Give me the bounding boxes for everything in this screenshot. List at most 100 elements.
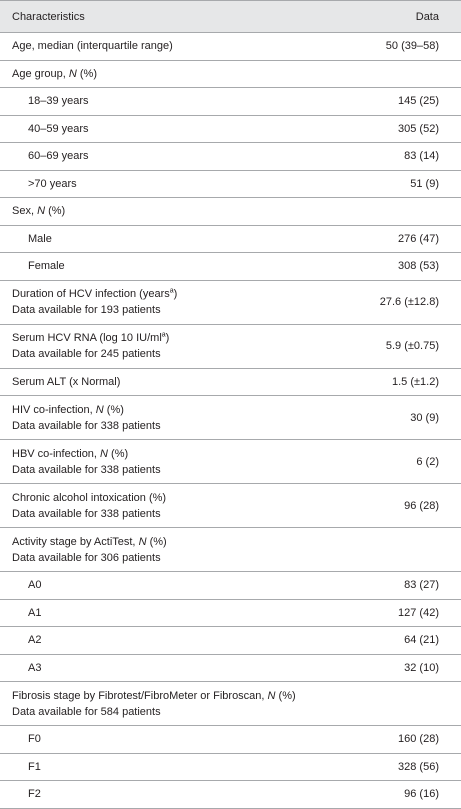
label-cell: A3 — [0, 654, 327, 682]
label-italic: N — [138, 535, 147, 548]
value-cell: 145 (25) — [327, 87, 461, 116]
label-line: HIV co-infection, N (%) — [12, 402, 317, 418]
value-text: 96 (16) — [404, 788, 439, 801]
value-cell — [327, 527, 461, 572]
label-cell: F0 — [0, 725, 327, 754]
label-text: Male — [28, 232, 52, 245]
label-note: Data available for 193 patients — [12, 304, 161, 316]
table-row: Activity stage by ActiTest, N (%) Data av… — [0, 527, 461, 572]
value-cell: 27.6 (±12.8) — [327, 280, 461, 325]
label-text: F0 — [28, 733, 41, 746]
table-row: HBV co-infection, N (%) Data available fo… — [0, 439, 461, 484]
value-cell: 276 (47) — [327, 225, 461, 253]
label-line: Serum ALT (x Normal) — [12, 374, 317, 390]
value-text: 276 (47) — [398, 232, 439, 245]
label-line: F2 — [28, 786, 317, 802]
value-cell: 127 (42) — [327, 599, 461, 627]
value-text: 83 (14) — [404, 150, 439, 163]
value-text: 50 (39–58) — [385, 40, 439, 53]
label-cell: Chronic alcohol intoxication (%) Data ava… — [0, 483, 327, 528]
label-cell: Age group, N (%) — [0, 60, 327, 88]
label-cell: Duration of HCV infection (yearsa) Data a… — [0, 280, 327, 325]
label-note: Data available for 245 patients — [12, 348, 161, 360]
value-text: 96 (28) — [404, 499, 439, 512]
table-row: Male 276 (47) — [0, 225, 461, 253]
table-row: Duration of HCV infection (yearsa) Data a… — [0, 280, 461, 325]
footnote-mark: a — [161, 331, 166, 339]
label-cell: Serum ALT (x Normal) — [0, 368, 327, 396]
label-text: (%) — [45, 205, 66, 218]
table-row: 60–69 years 83 (14) — [0, 142, 461, 171]
value-cell: 5.9 (±0.75) — [327, 324, 461, 369]
value-cell: 328 (56) — [327, 753, 461, 781]
label-cell: Activity stage by ActiTest, N (%) Data av… — [0, 527, 327, 572]
value-text: 32 (10) — [404, 661, 439, 674]
label-line: F0 — [28, 731, 317, 747]
table-row: A3 32 (10) — [0, 654, 461, 682]
label-text: ) — [165, 332, 170, 344]
label-text: Age group, — [12, 67, 69, 80]
table-row: A2 64 (21) — [0, 626, 461, 655]
label-text: HIV co-infection, — [12, 403, 96, 416]
label-italic: N — [37, 205, 46, 218]
label-cell: A2 — [0, 626, 327, 655]
label-line: Serum HCV RNA (log 10 IU/mla) — [12, 330, 317, 346]
label-text: Sex, — [12, 205, 38, 218]
label-line: >70 years — [28, 176, 317, 192]
label-text: A2 — [28, 634, 42, 647]
value-cell: 32 (10) — [327, 654, 461, 682]
value-cell: 96 (28) — [327, 483, 461, 528]
label-cell: F1 — [0, 753, 327, 781]
label-cell: A1 — [0, 599, 327, 627]
label-text: Serum ALT (x Normal) — [12, 375, 121, 388]
table-row: >70 years 51 (9) — [0, 170, 461, 198]
table-row: 40–59 years 305 (52) — [0, 115, 461, 143]
label-text: ) — [173, 288, 178, 300]
label-cell: 18–39 years — [0, 87, 327, 116]
label-text: Female — [28, 260, 65, 273]
label-line: A2 — [28, 632, 317, 648]
label-text: 18–39 years — [28, 95, 89, 108]
label-note: Data available for 338 patients — [12, 419, 161, 432]
table-row: Chronic alcohol intoxication (%) Data ava… — [0, 483, 461, 528]
value-text: 1.5 (±1.2) — [391, 375, 439, 388]
value-cell: 64 (21) — [327, 626, 461, 655]
label-cell: 60–69 years — [0, 142, 327, 171]
label-text: F1 — [28, 760, 41, 773]
value-text: 328 (56) — [398, 760, 439, 773]
table-row: A1 127 (42) — [0, 599, 461, 627]
value-cell: 6 (2) — [327, 439, 461, 484]
label-cell: Serum HCV RNA (log 10 IU/mla) Data availa… — [0, 324, 327, 369]
label-text: 40–59 years — [28, 122, 89, 135]
label-cell: HBV co-infection, N (%) Data available fo… — [0, 439, 327, 484]
value-cell: 50 (39–58) — [327, 32, 461, 61]
label-cell: A0 — [0, 571, 327, 600]
label-line: Activity stage by ActiTest, N (%) — [12, 534, 317, 550]
label-text: F2 — [28, 788, 41, 801]
value-cell: 83 (14) — [327, 142, 461, 171]
table-row: Sex, N (%) — [0, 197, 461, 226]
label-text: Chronic alcohol intoxication (%) — [12, 491, 167, 504]
label-cell: 40–59 years — [0, 115, 327, 143]
value-cell: 305 (52) — [327, 115, 461, 143]
value-cell: 30 (9) — [327, 395, 461, 440]
label-cell: Age, median (interquartile range) — [0, 32, 327, 61]
label-note: Data available for 338 patients — [12, 507, 161, 520]
label-note: Data available for 584 patients — [12, 705, 161, 718]
value-text: 308 (53) — [398, 260, 439, 273]
value-text: 51 (9) — [410, 177, 439, 190]
label-cell: Female — [0, 252, 327, 281]
table-row: F1 328 (56) — [0, 753, 461, 781]
label-text: A1 — [28, 606, 42, 619]
label-text: A0 — [28, 579, 42, 592]
label-note: Data available for 338 patients — [12, 463, 161, 476]
value-cell: 160 (28) — [327, 725, 461, 754]
header-cell: Characteristics — [0, 0, 327, 33]
label-text: Activity stage by ActiTest, — [12, 535, 139, 548]
value-text: 160 (28) — [398, 733, 439, 746]
label-line: Age, median (interquartile range) — [12, 38, 317, 54]
table-row: Serum HCV RNA (log 10 IU/mla) Data availa… — [0, 324, 461, 369]
value-text: 64 (21) — [404, 634, 439, 647]
